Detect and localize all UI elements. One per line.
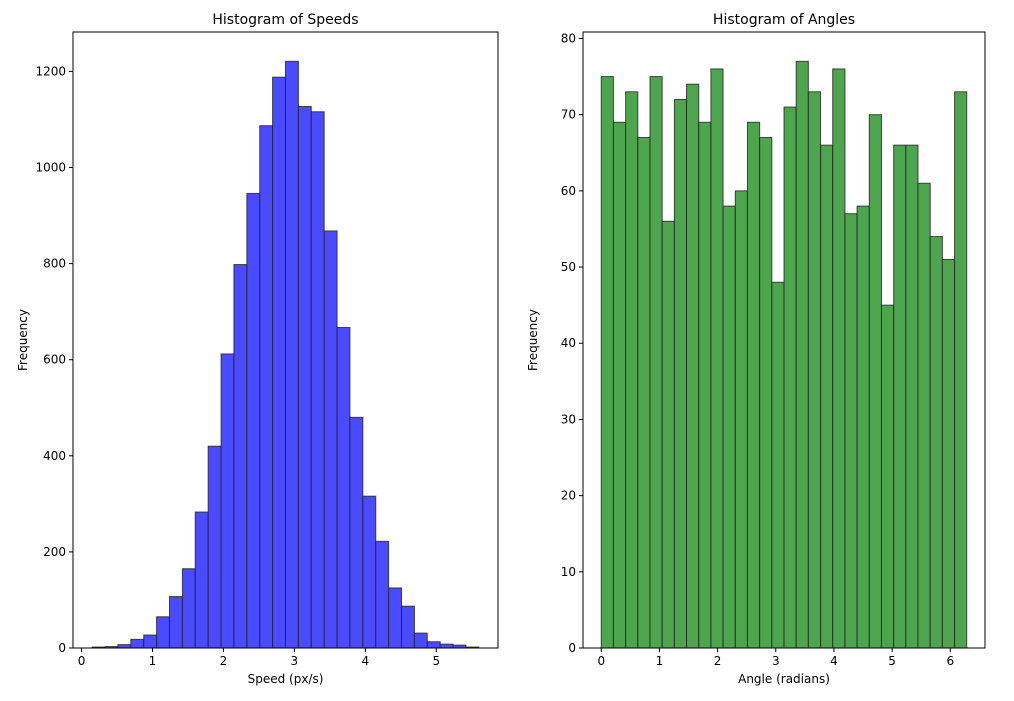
x-tick-label: 3 [291,654,299,668]
bar [413,632,428,649]
x-tick-label: 0 [78,654,86,668]
x-tick-label: 4 [362,654,370,668]
bar [746,121,761,649]
bar [649,76,663,649]
x-tick-label: 6 [946,654,954,668]
bar [844,213,858,649]
bar [917,182,931,649]
y-tick-label: 0 [58,641,66,655]
y-tick-label: 10 [561,565,576,579]
bar [771,281,785,649]
y-tick-label: 200 [43,545,66,559]
bar [194,511,209,649]
bar [710,68,724,649]
y-tick-label: 400 [43,449,66,463]
axes-frame [72,31,499,649]
bar [832,68,846,649]
axes-frame [582,31,986,649]
x-tick-label: 4 [830,654,838,668]
bar [426,641,441,649]
y-tick-label: 20 [561,489,576,503]
bar [297,105,312,649]
bar [637,137,651,649]
x-tick-label: 2 [220,654,228,668]
bar [734,190,748,649]
y-tick-label: 1000 [35,161,66,175]
chart-title: Histogram of Speeds [212,12,358,28]
x-axis-label: Angle (radians) [738,672,830,686]
bar [336,327,351,649]
bar [880,304,895,649]
bar [272,76,287,649]
x-tick-label: 3 [772,654,780,668]
bar [893,144,907,649]
bar [220,353,235,649]
bar [375,540,390,649]
bar [673,98,688,649]
bar [625,91,639,649]
y-axis-label: Frequency [526,309,540,371]
bar [905,144,919,649]
y-tick-label: 0 [568,641,576,655]
bar [698,121,712,649]
bar [401,605,415,649]
y-tick-label: 30 [561,412,576,426]
bar [233,264,248,649]
x-tick-label: 1 [149,654,157,668]
bar [868,114,882,649]
y-tick-label: 40 [561,336,576,350]
bar [795,60,809,649]
bar [362,495,377,649]
bar [130,638,145,649]
x-tick-label: 5 [888,654,896,668]
y-tick-label: 600 [43,353,66,367]
y-tick-label: 1200 [35,64,66,78]
bar [181,568,196,649]
y-tick-label: 70 [561,108,576,122]
bar [439,643,454,649]
bar [285,60,299,649]
bar [929,236,943,649]
bar [207,445,222,649]
y-tick-label: 50 [561,260,576,274]
x-tick-label: 5 [432,654,440,668]
x-axis-label: Speed (px/s) [248,672,324,686]
bar [310,111,325,649]
bar [117,644,132,649]
bar [820,144,834,649]
bar [168,596,183,649]
bar [323,230,338,649]
x-tick-label: 1 [656,654,664,668]
y-tick-label: 80 [561,31,576,45]
bar [156,616,170,649]
bar [661,220,675,649]
bar [246,192,261,649]
x-tick-label: 0 [597,654,605,668]
bar [143,634,158,649]
y-axis-label: Frequency [16,309,30,371]
chart-title: Histogram of Angles [713,12,855,28]
bar [783,106,797,649]
x-tick-label: 2 [714,654,722,668]
bar [954,91,968,649]
bar [856,205,870,649]
y-tick-label: 60 [561,184,576,198]
bar [349,416,364,649]
bar [600,76,614,649]
bar [759,137,773,649]
bar [722,205,736,649]
bar [686,83,700,649]
bar [941,258,956,649]
y-tick-label: 800 [43,257,66,271]
bar [388,587,403,649]
bar [807,91,822,649]
bar [259,125,274,649]
bar [612,121,627,649]
